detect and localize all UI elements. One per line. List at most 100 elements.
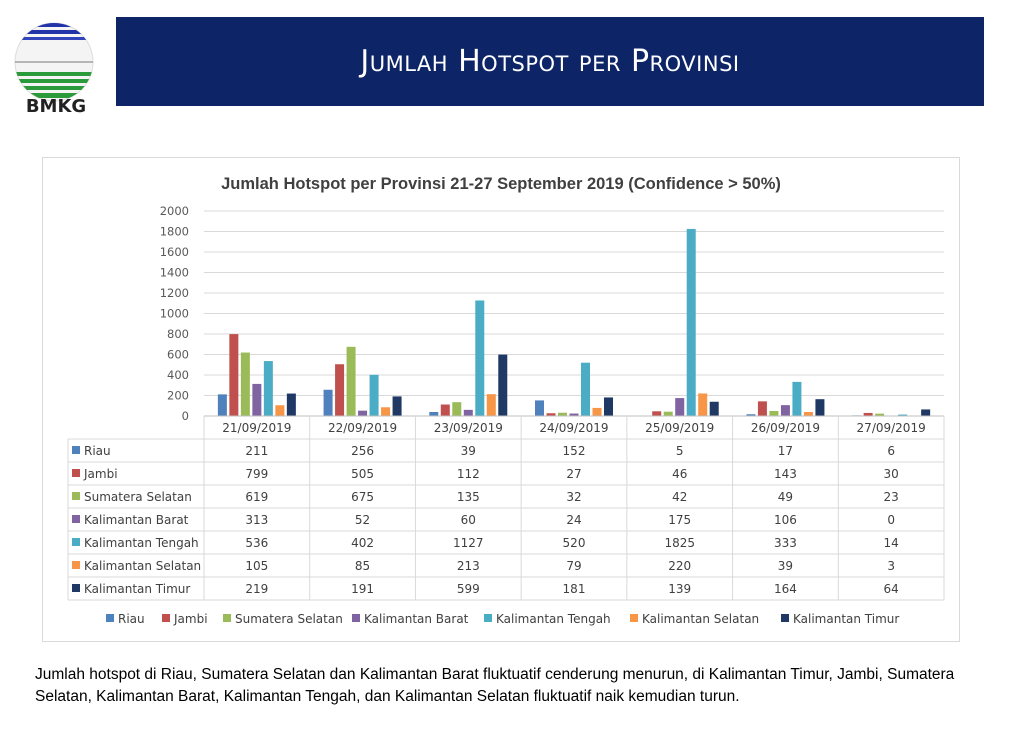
table-cell: 52 [355, 513, 370, 527]
y-tick-label: 1600 [160, 245, 189, 259]
bar-kalimantan-tengah [898, 414, 908, 416]
legend-swatch [630, 614, 638, 622]
legend-label: Sumatera Selatan [235, 612, 343, 626]
bar-kalimantan-timur [604, 397, 613, 416]
y-tick-label: 1400 [160, 266, 189, 280]
table-cell: 64 [884, 582, 899, 596]
table-cell: 85 [355, 559, 370, 573]
bar-kalimantan-tengah [369, 374, 379, 416]
bar-sumatera-selatan [663, 411, 673, 416]
table-cell: 402 [351, 536, 374, 550]
bar-kalimantan-barat [675, 398, 685, 416]
table-cell: 14 [884, 536, 899, 550]
bar-sumatera-selatan [452, 402, 462, 416]
bar-kalimantan-barat [569, 413, 579, 416]
bar-jambi [863, 412, 873, 416]
bar-kalimantan-selatan [381, 407, 391, 416]
legend-key [72, 584, 80, 592]
table-cell: 3 [887, 559, 895, 573]
table-cell: 27 [566, 467, 581, 481]
table-cell: 536 [245, 536, 268, 550]
table-series-label: Sumatera Selatan [84, 490, 192, 504]
bar-riau [535, 400, 544, 416]
table-cell: 213 [457, 559, 480, 573]
x-category-label: 23/09/2019 [434, 421, 503, 435]
x-category-label: 24/09/2019 [539, 421, 608, 435]
table-cell: 39 [778, 559, 793, 573]
legend-label: Kalimantan Tengah [496, 612, 611, 626]
bar-kalimantan-barat [358, 410, 368, 416]
table-cell: 256 [351, 444, 374, 458]
legend-key [72, 561, 80, 569]
bar-kalimantan-barat [252, 383, 262, 416]
table-cell: 42 [672, 490, 687, 504]
bar-sumatera-selatan [769, 410, 779, 416]
table-cell: 799 [245, 467, 268, 481]
y-tick-label: 800 [167, 327, 189, 341]
legend-key [72, 515, 80, 523]
legend-swatch [223, 614, 231, 622]
bmkg-logo [14, 22, 94, 102]
table-cell: 675 [351, 490, 374, 504]
y-tick-label: 1200 [160, 286, 189, 300]
legend-label: Jambi [173, 612, 208, 626]
bar-sumatera-selatan [875, 413, 885, 416]
x-category-label: 21/09/2019 [222, 421, 291, 435]
table-cell: 520 [563, 536, 586, 550]
bar-kalimantan-tengah [475, 300, 485, 416]
bar-jambi [440, 404, 450, 416]
legend-swatch [352, 614, 360, 622]
table-cell: 143 [774, 467, 797, 481]
table-cell: 135 [457, 490, 480, 504]
table-cell: 60 [461, 513, 476, 527]
table-series-label: Kalimantan Selatan [84, 559, 201, 573]
title-banner: Jumlah Hotspot per Provinsi [116, 17, 984, 106]
bar-kalimantan-barat [463, 409, 473, 416]
table-cell: 505 [351, 467, 374, 481]
bar-kalimantan-tengah [263, 361, 273, 416]
table-cell: 17 [778, 444, 793, 458]
legend-key [72, 446, 80, 454]
table-series-label: Jambi [83, 467, 118, 481]
bar-kalimantan-timur [921, 409, 931, 416]
x-category-label: 27/09/2019 [857, 421, 926, 435]
bar-kalimantan-timur [392, 396, 402, 416]
table-cell: 139 [668, 582, 691, 596]
y-tick-label: 600 [167, 348, 189, 362]
table-cell: 105 [245, 559, 268, 573]
chart-container: Jumlah Hotspot per Provinsi 21-27 Septem… [42, 157, 960, 642]
bar-kalimantan-selatan [486, 394, 496, 416]
legend-key [72, 538, 80, 546]
table-cell: 6 [887, 444, 895, 458]
legend-swatch [484, 614, 492, 622]
table-cell: 1825 [664, 536, 695, 550]
legend-label: Riau [118, 612, 145, 626]
bar-jambi [335, 364, 345, 416]
table-cell: 24 [566, 513, 581, 527]
table-series-label: Kalimantan Barat [84, 513, 189, 527]
page-title: Jumlah Hotspot per Provinsi [360, 44, 740, 79]
table-cell: 112 [457, 467, 480, 481]
table-cell: 106 [774, 513, 797, 527]
legend-label: Kalimantan Barat [364, 612, 469, 626]
bar-jambi [546, 413, 556, 416]
bar-kalimantan-timur [286, 393, 296, 416]
bar-kalimantan-tengah [792, 381, 802, 416]
bar-kalimantan-selatan [592, 407, 602, 416]
y-tick-label: 1000 [160, 307, 189, 321]
bar-jambi [229, 334, 239, 416]
table-cell: 46 [672, 467, 687, 481]
bar-sumatera-selatan [240, 352, 250, 416]
legend-swatch [106, 614, 114, 622]
table-cell: 619 [245, 490, 268, 504]
table-cell: 191 [351, 582, 374, 596]
bar-riau [217, 394, 227, 416]
bar-kalimantan-selatan [803, 412, 813, 416]
table-cell: 220 [668, 559, 691, 573]
bar-kalimantan-timur [498, 354, 508, 416]
legend-label: Kalimantan Timur [793, 612, 899, 626]
table-series-label: Riau [84, 444, 111, 458]
bar-jambi [757, 401, 767, 416]
y-tick-label: 400 [167, 368, 189, 382]
legend-key [72, 492, 80, 500]
